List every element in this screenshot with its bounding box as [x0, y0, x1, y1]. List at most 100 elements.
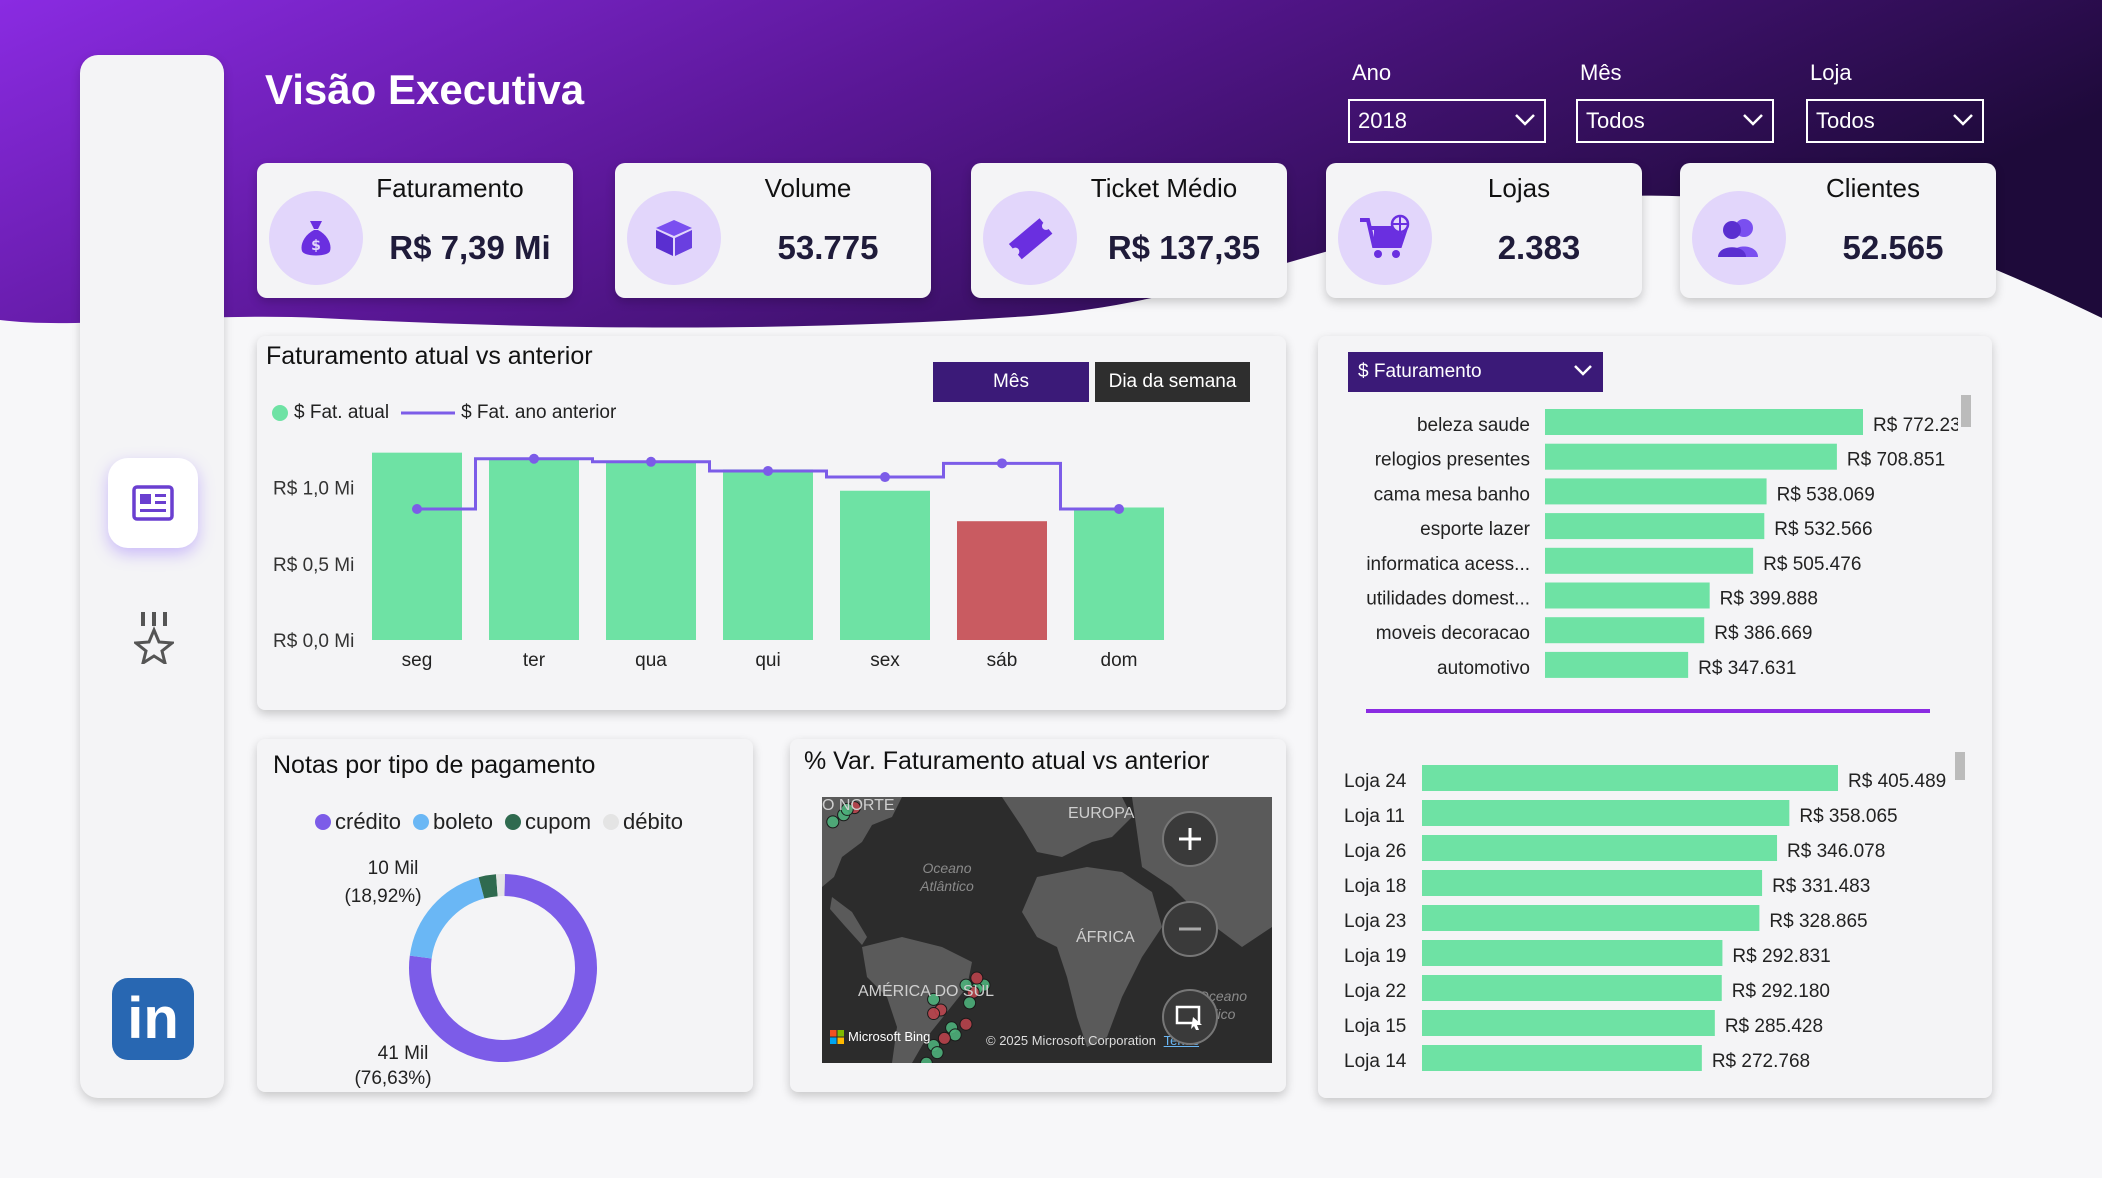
map-label-europe: EUROPA	[1068, 805, 1135, 822]
nav-report-button[interactable]	[108, 458, 198, 548]
hbar-Loja 22[interactable]	[1422, 975, 1722, 1001]
value-label: R$ 708.851	[1847, 450, 1945, 471]
store-scrollbar[interactable]	[1955, 752, 1965, 780]
bar-seg[interactable]	[372, 452, 462, 640]
point-fat-ano-anterior[interactable]	[763, 465, 773, 476]
category-label: Loja 14	[1344, 1051, 1407, 1072]
money-bag-icon: $	[269, 191, 363, 285]
hbar-Loja 24[interactable]	[1422, 765, 1838, 791]
kpi-value: R$ 137,35	[1107, 229, 1261, 266]
point-fat-ano-anterior[interactable]	[646, 456, 656, 467]
map-point[interactable]	[970, 971, 984, 985]
map-point[interactable]	[963, 996, 977, 1010]
hbar-relogios presentes[interactable]	[1545, 443, 1837, 470]
map-point[interactable]	[959, 1017, 973, 1031]
value-label: R$ 532.566	[1774, 519, 1872, 540]
hbar-moveis decoracao[interactable]	[1545, 617, 1705, 644]
point-fat-ano-anterior[interactable]	[1114, 504, 1124, 515]
map-point[interactable]	[930, 1046, 944, 1060]
map-label-south-america: AMÉRICA DO SUL	[858, 983, 995, 1000]
payment-card-title: Notas por tipo de pagamento	[273, 751, 596, 779]
filter-mes-select[interactable]: Todos	[1576, 99, 1774, 143]
legend-dot-atual	[272, 405, 288, 421]
bar-ter[interactable]	[489, 458, 579, 640]
zoom-out-button[interactable]	[1162, 901, 1218, 957]
chevron-down-icon	[1515, 114, 1535, 126]
payment-legend: crédito boleto cupom débito	[315, 809, 683, 835]
toggle-mes-button[interactable]: Mês	[933, 362, 1089, 402]
map-card-title: % Var. Faturamento atual vs anterior	[804, 747, 1210, 775]
point-fat-ano-anterior[interactable]	[412, 504, 422, 515]
map-point[interactable]	[840, 802, 854, 816]
point-fat-ano-anterior[interactable]	[997, 458, 1007, 469]
map-point[interactable]	[948, 1028, 962, 1042]
payment-card	[257, 739, 753, 1092]
bar-qui[interactable]	[723, 469, 813, 640]
hbar-Loja 14[interactable]	[1422, 1045, 1702, 1071]
page-title: Visão Executiva	[265, 66, 585, 113]
value-label: R$ 328.865	[1769, 911, 1867, 932]
hbar-utilidades domest...[interactable]	[1545, 582, 1710, 609]
category-scrollbar[interactable]	[1961, 395, 1971, 427]
hbar-cama mesa banho[interactable]	[1545, 478, 1767, 505]
bar-qua[interactable]	[606, 461, 696, 640]
kpi-card-lojas: Lojas 2.383	[1326, 163, 1642, 298]
map-point[interactable]	[959, 978, 973, 992]
point-fat-ano-anterior[interactable]	[880, 472, 890, 483]
map-copyright-text: © 2025 Microsoft Corporation	[986, 1033, 1156, 1048]
x-tick-label: sex	[870, 650, 900, 671]
legend-label-anterior: $ Fat. ano anterior	[461, 402, 617, 423]
hbar-beleza saude[interactable]	[1545, 409, 1863, 435]
map-select-button[interactable]	[1162, 989, 1218, 1045]
legend-label-credito: crédito	[335, 809, 402, 834]
hbar-esporte lazer[interactable]	[1545, 513, 1765, 540]
map-point[interactable]	[919, 1056, 933, 1063]
hbar-Loja 18[interactable]	[1422, 870, 1763, 896]
kpi-title: Clientes	[1826, 173, 1920, 203]
donut-slice-crédito[interactable]	[409, 874, 597, 1062]
hbar-Loja 23[interactable]	[1422, 905, 1760, 931]
hbar-automotivo[interactable]	[1545, 651, 1689, 678]
value-label: R$ 405.489	[1848, 771, 1946, 792]
legend-dot-debito	[603, 814, 620, 830]
measure-select[interactable]: $ Faturamento	[1348, 352, 1603, 392]
hbar-Loja 19[interactable]	[1422, 940, 1723, 966]
value-label: R$ 358.065	[1799, 806, 1897, 827]
bar-sex[interactable]	[840, 490, 930, 640]
filter-ano-select[interactable]: 2018	[1348, 99, 1546, 143]
value-label: R$ 346.078	[1787, 841, 1885, 862]
point-fat-ano-anterior[interactable]	[529, 453, 539, 464]
category-label: moveis decoracao	[1376, 623, 1530, 644]
map-point[interactable]	[826, 815, 840, 829]
filter-label-ano: Ano	[1352, 60, 1392, 85]
zoom-in-button[interactable]	[1162, 811, 1218, 867]
kpi-card-volume: Volume 53.775	[615, 163, 931, 298]
map-label-ocean: Oceano Atlântico	[920, 860, 974, 894]
category-label: Loja 26	[1344, 841, 1406, 862]
hbar-informatica acess...[interactable]	[1545, 547, 1754, 574]
donut-slice-boleto[interactable]	[409, 877, 485, 959]
medal-icon[interactable]	[134, 612, 174, 664]
map-point[interactable]	[937, 1031, 951, 1045]
hbar-Loja 15[interactable]	[1422, 1010, 1715, 1036]
donut-slice-cupom[interactable]	[478, 874, 498, 899]
category-label: esporte lazer	[1420, 519, 1531, 540]
linkedin-icon[interactable]: in	[112, 978, 194, 1060]
value-label: R$ 285.428	[1725, 1016, 1823, 1037]
variation-map[interactable]: O NORTE EUROPA Oceano Atlântico ÁFRICA A…	[822, 797, 1272, 1063]
hbar-Loja 11[interactable]	[1422, 800, 1790, 826]
section-divider	[1366, 709, 1930, 713]
map-point[interactable]	[927, 992, 941, 1006]
box-icon	[627, 191, 721, 285]
hbar-Loja 26[interactable]	[1422, 835, 1778, 861]
filter-loja-value: Todos	[1816, 108, 1875, 133]
bar-sáb[interactable]	[957, 521, 1047, 640]
toggle-dia-semana-button[interactable]: Dia da semana	[1095, 362, 1250, 402]
filter-loja-select[interactable]: Todos	[1806, 99, 1984, 143]
linkedin-label: in	[127, 986, 179, 1051]
map-point[interactable]	[927, 1007, 941, 1021]
measure-select-value: $ Faturamento	[1358, 361, 1482, 382]
category-label: automotivo	[1437, 658, 1530, 679]
store-bar-chart: Loja 24 R$ 405.489 Loja 11 R$ 358.065 Loja 2…	[1344, 765, 1946, 1072]
bar-dom[interactable]	[1074, 507, 1164, 640]
